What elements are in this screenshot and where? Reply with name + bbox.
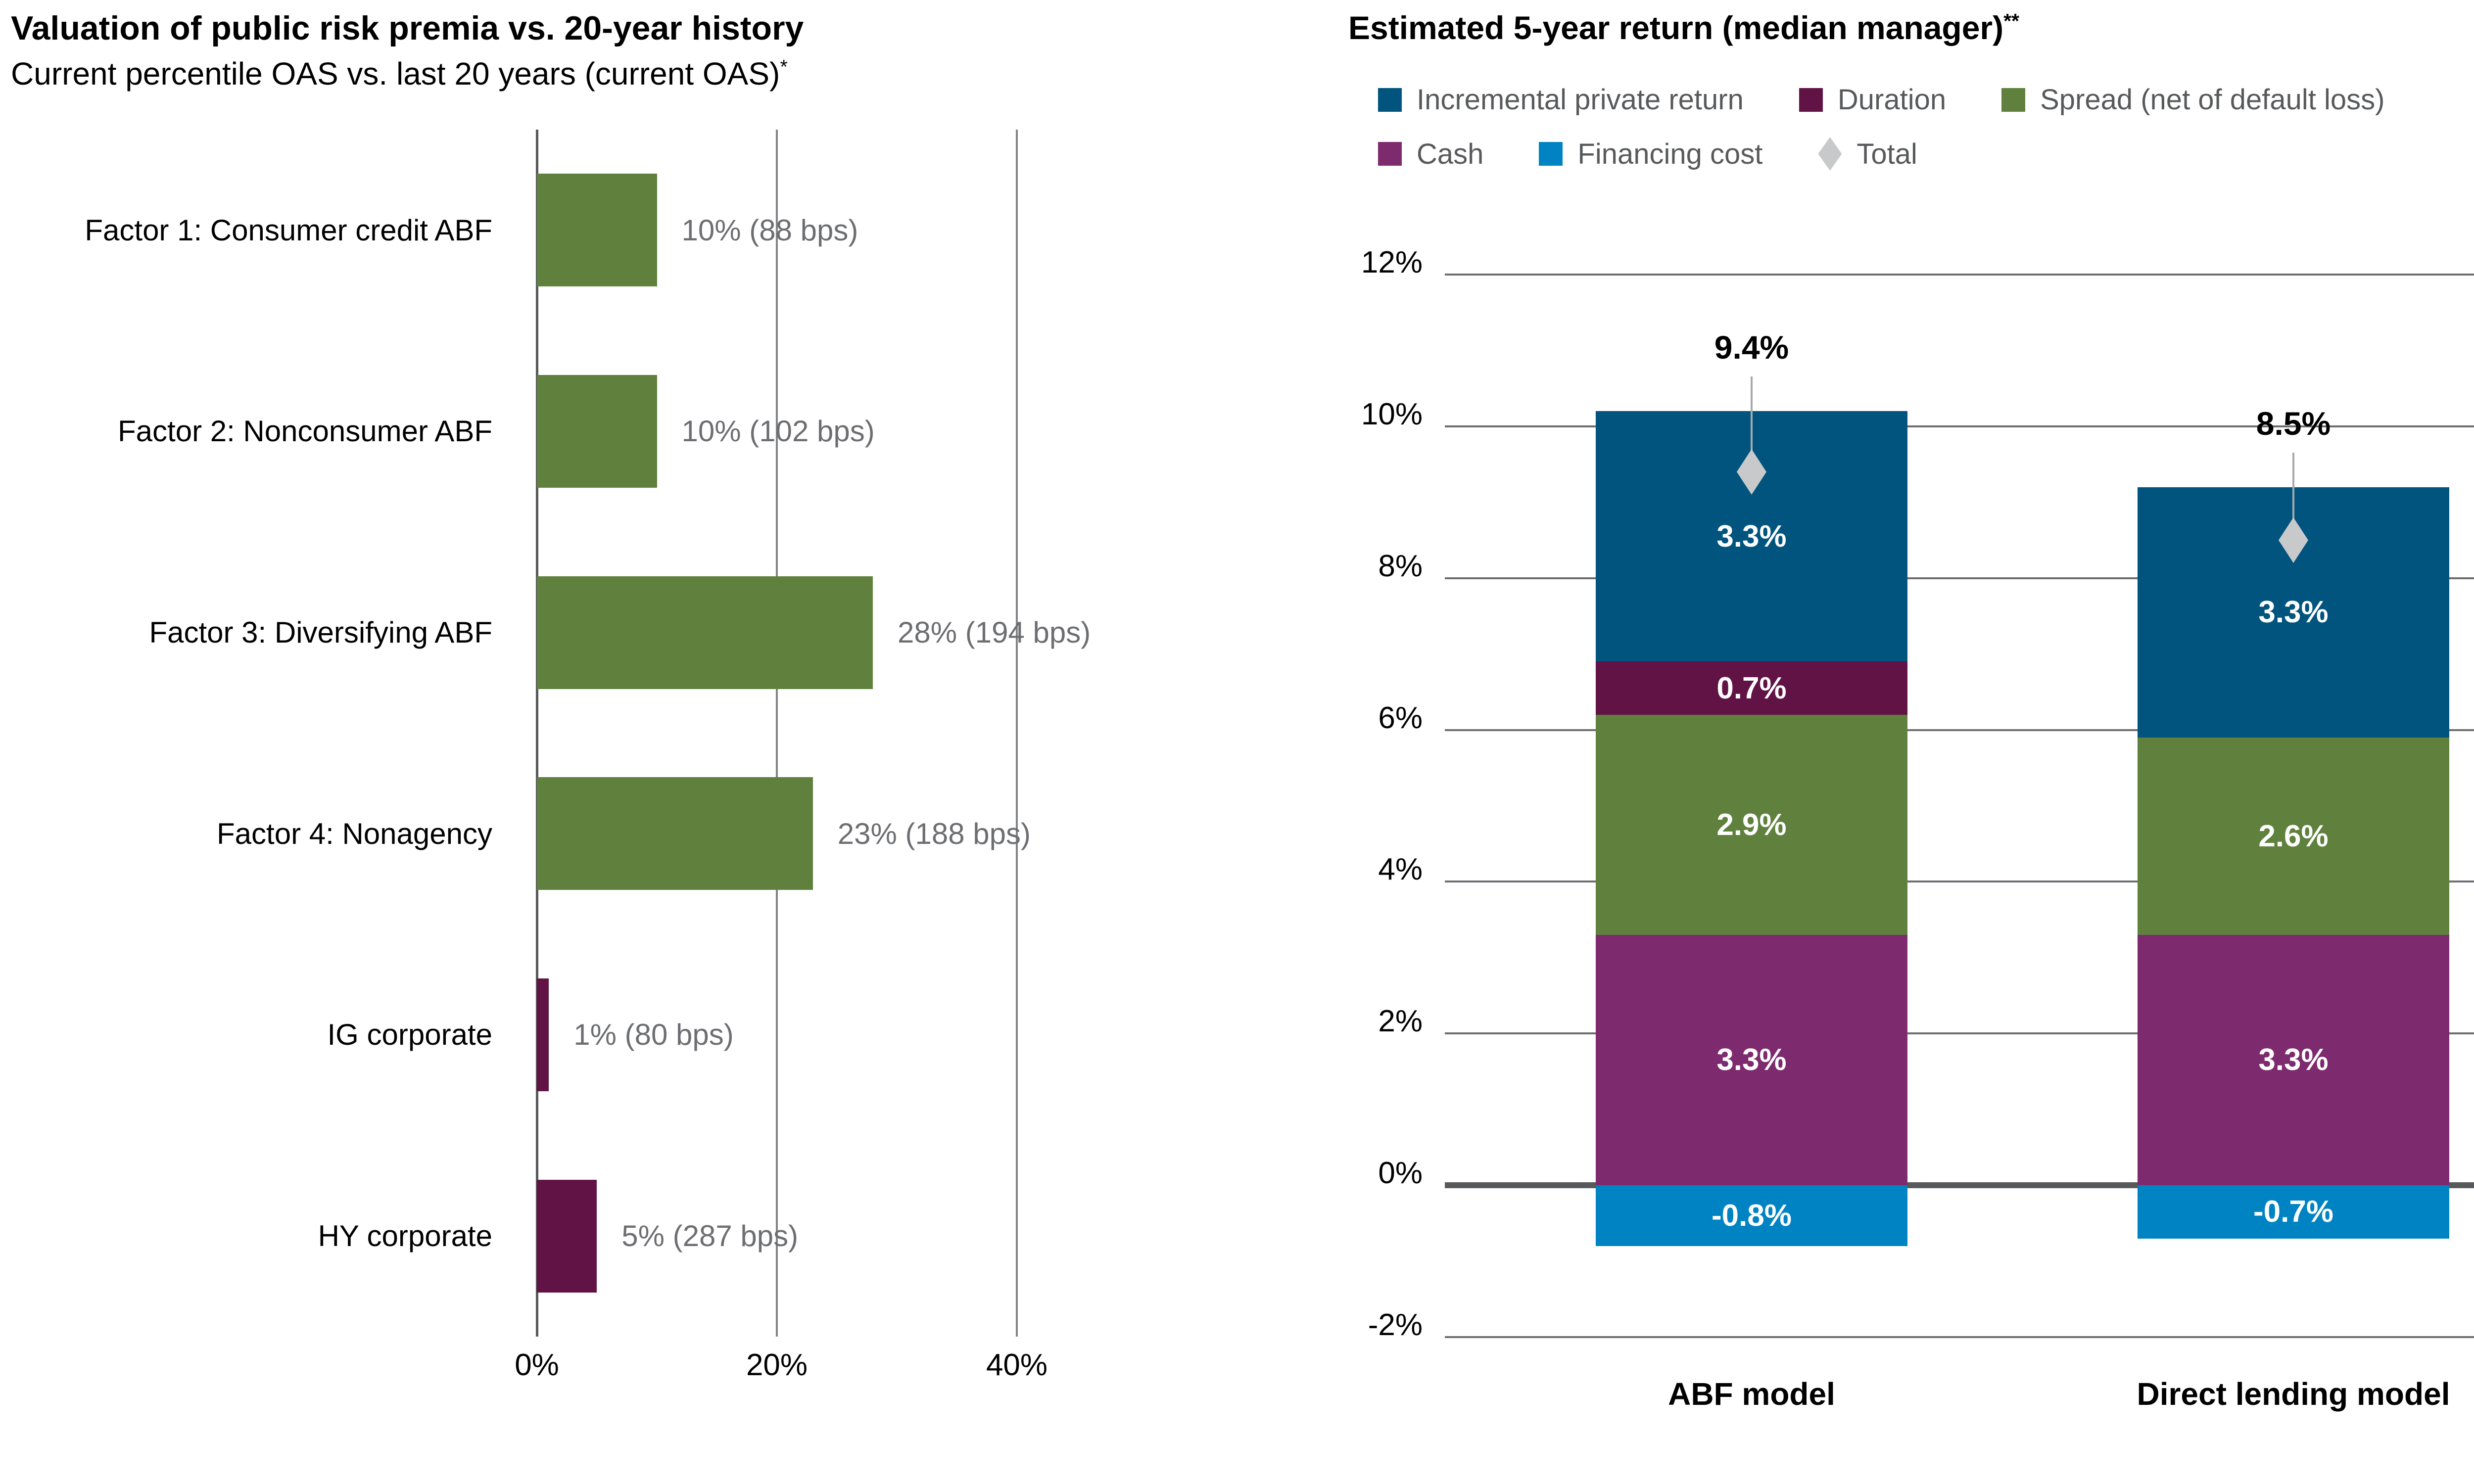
left-plot-area: 0% 20% 40% Factor 1: Consumer credit ABF 10%… — [0, 130, 1237, 1396]
legend-label-cash: Cash — [1417, 138, 1484, 170]
right-chart-title-footnote-marker: ** — [2003, 9, 2019, 32]
segment-financing-cost: -0.8% — [1596, 1185, 1907, 1246]
segment-spread-net-of-default-loss: 2.6% — [2138, 737, 2449, 935]
x-axis-tick-label: 20% — [746, 1348, 808, 1382]
x-axis-tick-label: 40% — [986, 1348, 1048, 1382]
category-label-factor-4-nonagency: Factor 4: Nonagency — [217, 817, 492, 850]
legend-item-total: Total — [1818, 137, 1917, 171]
category-label-abf-model: ABF model — [1668, 1376, 1835, 1412]
category-label-ig-corporate: IG corporate — [327, 1018, 493, 1052]
gridline-x-40 — [1016, 130, 1018, 1337]
y-axis-tick-label: 12% — [1361, 245, 1423, 279]
value-label-hy-corporate: 5% (287 bps) — [621, 1219, 799, 1253]
value-label-factor-4-nonagency: 23% (188 bps) — [837, 817, 1031, 850]
x-axis-tick-label: 0% — [515, 1348, 559, 1382]
legend-item-financing-cost: Financing cost — [1539, 138, 1762, 171]
square-swatch-icon-duration — [1799, 88, 1823, 112]
diamond-icon-total — [1818, 137, 1842, 171]
right-chart-title-text: Estimated 5-year return (median manager) — [1348, 9, 2004, 46]
segment-cash: 3.3% — [1596, 934, 1907, 1186]
gridline-y-12 — [1445, 274, 2474, 276]
legend-label-financing-cost: Financing cost — [1577, 138, 1763, 170]
gridline-y-2 — [1445, 1032, 2474, 1035]
square-swatch-icon-spread-net-of-default-loss — [2001, 88, 2026, 112]
y-axis-tick-label: 10% — [1361, 397, 1423, 431]
y-axis-tick-label: 0% — [1378, 1156, 1423, 1191]
legend-label-spread-net-of-default-loss: Spread (net of default loss) — [2040, 84, 2385, 116]
gridline-y-10 — [1445, 425, 2474, 427]
legend-item-duration: Duration — [1799, 83, 1946, 116]
right-plot-area: 12% 10% 8% 6% 4% 2% 0% -2% 3.3% 2.9% 0.7% 3.3% -0.8%… — [1361, 245, 2474, 1462]
legend-row-2: Cash Financing cost Total — [1378, 137, 2385, 171]
category-label-direct-lending-model: Direct lending model — [2137, 1376, 2450, 1412]
square-swatch-icon-incremental-private-return — [1378, 88, 1402, 112]
gridline-y--2 — [1445, 1336, 2474, 1339]
bar-factor-4-nonagency — [537, 777, 813, 890]
right-chart-title: Estimated 5-year return (median manager)… — [1348, 9, 2019, 46]
legend-label-total: Total — [1856, 138, 1917, 170]
bar-factor-3-diversifying-abf — [537, 576, 873, 689]
segment-spread-net-of-default-loss: 2.9% — [1596, 714, 1907, 935]
left-chart-subtitle-text: Current percentile OAS vs. last 20 years… — [11, 56, 780, 92]
gridline-y-8 — [1445, 577, 2474, 579]
bar-factor-1-consumer-credit-abf — [537, 174, 657, 287]
bar-hy-corporate — [537, 1179, 597, 1293]
gridline-x-20 — [776, 130, 778, 1337]
left-chart-subtitle: Current percentile OAS vs. last 20 years… — [11, 55, 788, 92]
segment-duration: 0.7% — [1596, 661, 1907, 715]
category-label-factor-3-diversifying-abf: Factor 3: Diversifying ABF — [149, 616, 492, 649]
category-label-factor-1-consumer-credit-abf: Factor 1: Consumer credit ABF — [85, 213, 492, 247]
left-chart-subtitle-footnote-marker: * — [780, 56, 788, 78]
y-axis-tick-label: 2% — [1378, 1004, 1423, 1039]
y-axis-tick-label: -2% — [1368, 1308, 1423, 1343]
legend-label-incremental-private-return: Incremental private return — [1417, 84, 1744, 116]
legend-item-incremental-private-return: Incremental private return — [1378, 83, 1744, 116]
total-connector-line — [1751, 376, 1753, 472]
total-value-label: 9.4% — [1714, 329, 1789, 366]
gridline-y-6 — [1445, 729, 2474, 731]
value-label-ig-corporate: 1% (80 bps) — [573, 1018, 734, 1052]
legend-item-cash: Cash — [1378, 138, 1483, 171]
value-label-factor-1-consumer-credit-abf: 10% (88 bps) — [681, 213, 858, 247]
y-axis-tick-label: 8% — [1378, 549, 1423, 583]
legend: Incremental private return Duration Spread… — [1378, 83, 2385, 171]
square-swatch-icon-cash — [1378, 142, 1402, 166]
x-axis-line — [536, 130, 538, 1337]
legend-item-spread-net-of-default-loss: Spread (net of default loss) — [2001, 83, 2385, 116]
legend-label-duration: Duration — [1837, 84, 1947, 116]
total-value-label: 8.5% — [2256, 405, 2331, 442]
segment-cash: 3.3% — [2138, 934, 2449, 1186]
segment-financing-cost: -0.7% — [2138, 1185, 2449, 1239]
bar-factor-2-nonconsumer-abf — [537, 375, 657, 488]
category-label-factor-2-nonconsumer-abf: Factor 2: Nonconsumer ABF — [118, 415, 492, 448]
value-label-factor-3-diversifying-abf: 28% (194 bps) — [898, 616, 1091, 649]
square-swatch-icon-financing-cost — [1539, 142, 1563, 166]
category-label-hy-corporate: HY corporate — [318, 1219, 492, 1253]
left-chart-title: Valuation of public risk premia vs. 20-y… — [11, 9, 804, 47]
bar-ig-corporate — [537, 978, 549, 1091]
legend-row-1: Incremental private return Duration Spread… — [1378, 83, 2385, 116]
y-axis-tick-label: 6% — [1378, 700, 1423, 735]
total-connector-line — [2292, 452, 2294, 540]
value-label-factor-2-nonconsumer-abf: 10% (102 bps) — [681, 415, 875, 448]
gridline-y-4 — [1445, 881, 2474, 883]
y-axis-tick-label: 4% — [1378, 852, 1423, 887]
